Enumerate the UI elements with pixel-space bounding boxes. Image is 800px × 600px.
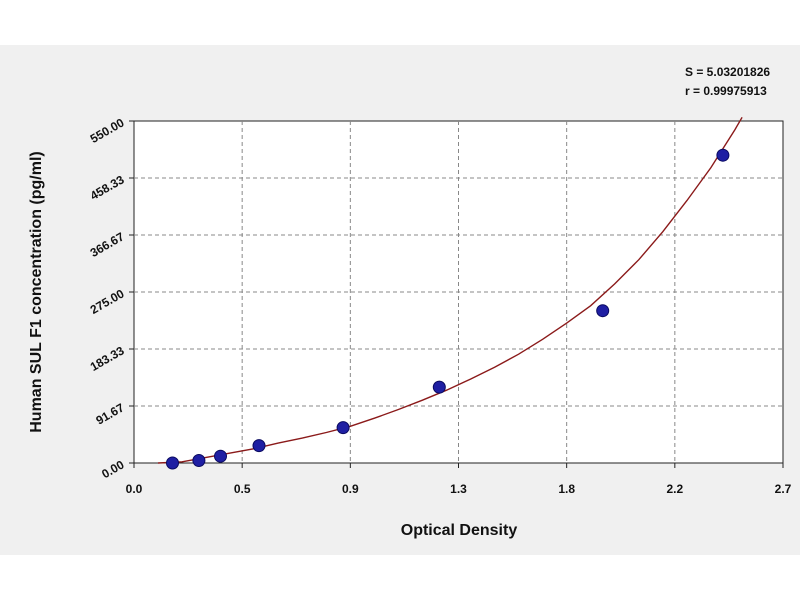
data-point: [716, 148, 730, 162]
data-point: [596, 304, 610, 318]
y-tick-label: 550.00: [88, 115, 127, 146]
data-point: [166, 456, 179, 470]
x-tick-label: 1.3: [450, 482, 467, 496]
x-tick-label: 0.0: [126, 482, 143, 496]
x-tick-labels: 0.0 0.5 0.9 1.3 1.8 2.2 2.7: [126, 463, 792, 496]
y-tick-labels: 0.00 91.67 183.33 275.00 366.67 458.33 550.00: [88, 115, 134, 481]
data-point: [252, 439, 266, 453]
data-point: [214, 449, 227, 463]
x-tick-label: 0.9: [342, 482, 359, 496]
stat-s-label: S = 5.03201826: [685, 65, 770, 79]
x-tick-label: 1.8: [558, 482, 575, 496]
data-point: [192, 454, 206, 467]
y-tick-label: 91.67: [93, 400, 126, 427]
y-tick-label: 183.33: [88, 343, 127, 374]
y-tick-label: 366.67: [88, 229, 127, 260]
x-tick-label: 2.7: [775, 482, 792, 496]
data-points: [166, 148, 730, 470]
y-axis-title: Human SUL F1 concentration (pg/ml): [28, 151, 45, 433]
x-axis-title: Optical Density: [401, 522, 518, 539]
stat-r-label: r = 0.99975913: [685, 84, 767, 98]
x-tick-label: 0.5: [234, 482, 251, 496]
y-tick-label: 458.33: [88, 172, 127, 203]
x-tick-label: 2.2: [666, 482, 683, 496]
grid-lines: [134, 121, 783, 463]
y-tick-label: 0.00: [99, 457, 127, 481]
data-point: [432, 380, 446, 394]
y-tick-label: 275.00: [88, 286, 127, 317]
data-point: [336, 421, 350, 435]
